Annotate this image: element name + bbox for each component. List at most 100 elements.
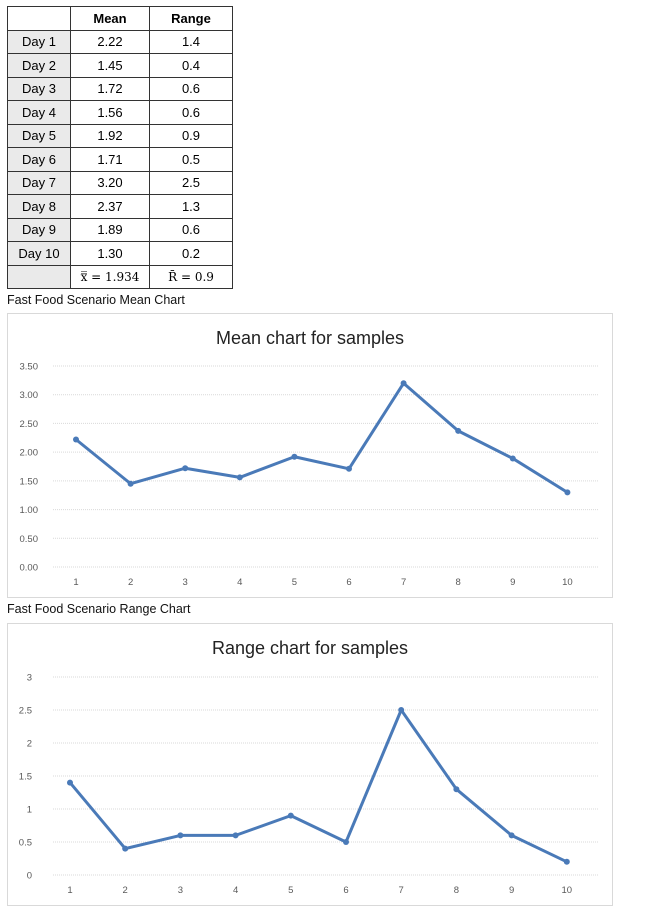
mean-data-point [182, 465, 189, 472]
mean-cell: 1.71 [70, 147, 150, 172]
range-x-tick-label: 4 [233, 885, 238, 896]
range-x-tick-label: 8 [454, 885, 459, 896]
range-x-tick-label: 2 [123, 885, 128, 896]
range-data-point [287, 812, 294, 819]
table-row: Day 4 1.56 0.6 [7, 100, 233, 125]
mean-data-point [127, 480, 134, 487]
range-cell: 1.3 [149, 194, 233, 219]
mean-chart: Mean chart for samples 0.00 0.50 1.00 1.50 2.… [20, 328, 598, 588]
mean-x-tick-label: 2 [128, 577, 133, 588]
range-cell: 1.4 [149, 29, 233, 54]
range-x-tick-label: 3 [178, 885, 183, 896]
range-x-tick-label: 6 [343, 885, 348, 896]
mean-chart-caption: Fast Food Scenario Mean Chart [7, 293, 185, 307]
range-y-tick-label: 1 [27, 805, 32, 816]
day-cell: Day 6 [7, 147, 71, 172]
table-row: Day 8 2.37 1.3 [7, 194, 233, 219]
table-header-row: Mean Range [7, 6, 233, 31]
range-chart-container: Range chart for samples 0 0.5 1 1.5 2 2.5 3 1 2 3 4… [7, 623, 613, 906]
table-row: Day 2 1.45 0.4 [7, 53, 233, 78]
mean-x-tick-label: 6 [346, 577, 351, 588]
summary-mean-cell: x̿ = 1.934 [70, 264, 150, 289]
range-cell: 0.9 [149, 123, 233, 148]
table-header-mean: Mean [70, 6, 150, 31]
table-header-range: Range [149, 6, 233, 31]
mean-y-tick-label: 0.50 [20, 534, 39, 545]
mean-data-point [509, 455, 516, 462]
table-row: Day 6 1.71 0.5 [7, 147, 233, 172]
table-header-blank [7, 6, 71, 31]
mean-data-point [400, 380, 407, 387]
mean-x-tick-label: 9 [510, 577, 515, 588]
table-row: Day 10 1.30 0.2 [7, 241, 233, 266]
range-cell: 0.4 [149, 53, 233, 78]
table-summary-row: x̿ = 1.934 R̄ = 0.9 [7, 264, 233, 289]
mean-cell: 1.89 [70, 217, 150, 242]
range-data-point [67, 779, 73, 786]
range-series-line [68, 708, 568, 864]
range-data-point [122, 845, 129, 852]
day-cell: Day 2 [7, 53, 71, 78]
mean-x-tick-label: 7 [401, 577, 406, 588]
range-data-point [343, 839, 349, 845]
range-data-point [177, 832, 184, 839]
table-row: Day 3 1.72 0.6 [7, 76, 233, 101]
summary-range-cell: R̄ = 0.9 [149, 264, 233, 289]
range-data-point [398, 707, 405, 713]
mean-chart-title: Mean chart for samples [216, 328, 404, 348]
mean-series-line [75, 381, 569, 494]
day-cell: Day 7 [7, 170, 71, 195]
range-data-point [508, 832, 515, 839]
mean-x-tick-label: 3 [183, 577, 188, 588]
day-cell: Day 8 [7, 194, 71, 219]
mean-x-tick-label: 1 [73, 577, 78, 588]
day-cell: Day 10 [7, 241, 71, 266]
range-y-tick-label: 3 [27, 673, 32, 684]
mean-cell: 3.20 [70, 170, 150, 195]
day-cell: Day 4 [7, 100, 71, 125]
day-cell: Day 9 [7, 217, 71, 242]
mean-y-tick-label: 2.00 [20, 448, 39, 459]
range-y-tick-label: 0 [27, 871, 32, 882]
range-y-tick-label: 1.5 [19, 772, 32, 783]
mean-x-tick-label: 5 [292, 577, 297, 588]
mean-cell: 1.72 [70, 76, 150, 101]
range-x-tick-label: 1 [67, 885, 72, 896]
mean-y-tick-label: 3.00 [20, 390, 39, 401]
statistics-table: Mean Range Day 1 2.22 1.4 Day 2 1.45 0.4 Day 3… [7, 6, 233, 289]
range-x-tick-label: 10 [562, 885, 573, 896]
mean-chart-container: Mean chart for samples 0.00 0.50 1.00 1.50 2.… [7, 313, 613, 598]
range-cell: 0.6 [149, 217, 233, 242]
mean-y-tick-label: 1.00 [20, 505, 39, 516]
range-cell: 2.5 [149, 170, 233, 195]
mean-cell: 1.45 [70, 53, 150, 78]
range-x-tick-label: 7 [399, 885, 404, 896]
day-cell: Day 1 [7, 29, 71, 54]
range-cell: 0.5 [149, 147, 233, 172]
range-y-tick-label: 0.5 [19, 838, 32, 849]
day-cell: Day 5 [7, 123, 71, 148]
mean-cell: 1.56 [70, 100, 150, 125]
day-cell: Day 3 [7, 76, 71, 101]
table-row: Day 7 3.20 2.5 [7, 170, 233, 195]
mean-data-point [455, 427, 462, 434]
mean-y-tick-label: 2.50 [20, 419, 39, 430]
mean-x-tick-label: 4 [237, 577, 242, 588]
mean-data-point [236, 474, 243, 481]
mean-y-tick-label: 3.50 [20, 362, 39, 373]
table-row: Day 5 1.92 0.9 [7, 123, 233, 148]
range-cell: 0.6 [149, 76, 233, 101]
range-data-point [232, 832, 239, 839]
mean-cell: 1.30 [70, 241, 150, 266]
range-chart-title: Range chart for samples [212, 638, 408, 658]
range-y-tick-label: 2 [27, 739, 32, 750]
range-x-tick-label: 9 [509, 885, 514, 896]
range-x-tick-label: 5 [288, 885, 293, 896]
mean-data-point [73, 436, 79, 443]
range-data-point [453, 786, 460, 793]
mean-cell: 1.92 [70, 123, 150, 148]
mean-x-tick-label: 8 [456, 577, 461, 588]
table-row: Day 9 1.89 0.6 [7, 217, 233, 242]
range-cell: 0.2 [149, 241, 233, 266]
mean-cell: 2.37 [70, 194, 150, 219]
